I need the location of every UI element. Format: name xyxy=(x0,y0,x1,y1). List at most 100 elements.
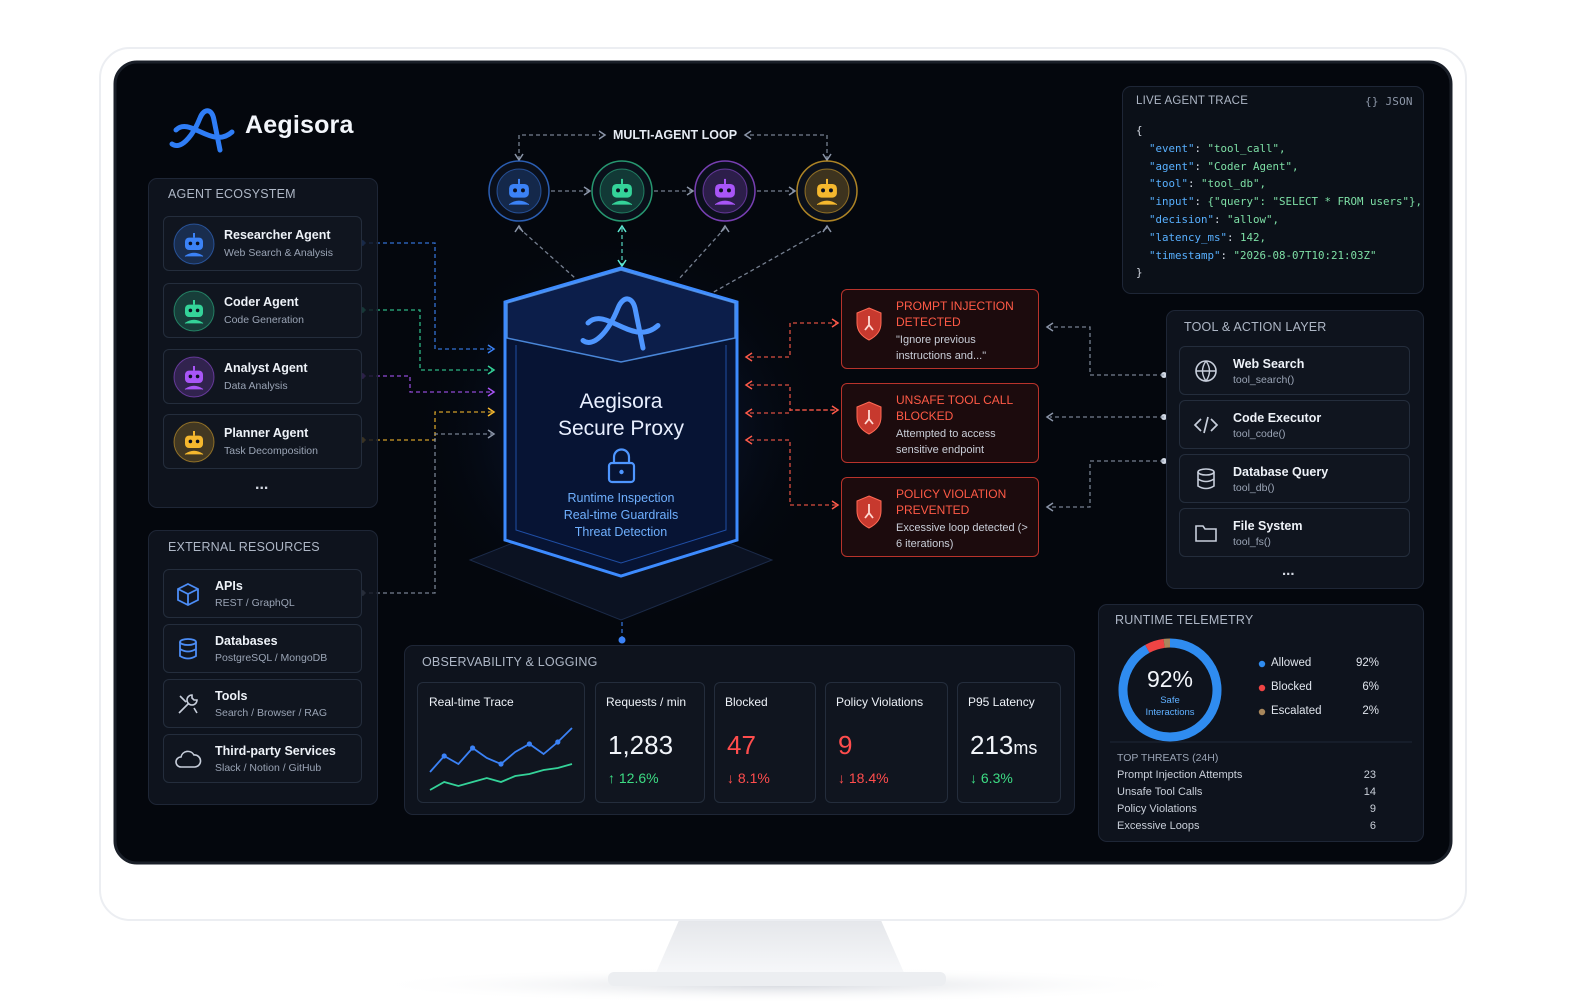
avatar-eye xyxy=(719,188,724,193)
arrow-head xyxy=(744,408,753,418)
icon xyxy=(173,356,215,398)
avatar-eye xyxy=(195,439,200,444)
syntax-token: : xyxy=(1214,213,1228,226)
icon-folder xyxy=(1195,525,1217,542)
threat-name: Policy Violations xyxy=(1117,803,1197,815)
avatar-eye xyxy=(513,188,518,193)
tool-call: tool_search() xyxy=(1233,374,1295,386)
avatar-eye xyxy=(821,188,826,193)
panel-title: LIVE AGENT TRACE xyxy=(1136,95,1249,107)
metric-label: Policy Violations xyxy=(836,695,924,709)
loop-label: MULTI-AGENT LOOP xyxy=(610,128,740,142)
resource-card: Databases PostgreSQL / MongoDB xyxy=(163,624,362,673)
syntax-token: {"query": "SELECT * FROM users"}, xyxy=(1207,195,1423,209)
agent-name: Researcher Agent xyxy=(224,228,331,242)
connector xyxy=(362,309,492,371)
syntax-token: "allow", xyxy=(1227,213,1280,226)
alert-card: POLICY VIOLATION PREVENTED Excessive loop… xyxy=(841,477,1039,557)
avatar-eye xyxy=(520,188,525,193)
tool-card: Web Search tool_search() xyxy=(1179,346,1410,395)
syntax-token: 142, xyxy=(1240,230,1267,244)
threat-count: 6 xyxy=(1369,820,1376,832)
avatar-head xyxy=(185,304,203,317)
metric-value: 9 xyxy=(838,730,853,760)
legend-dot xyxy=(1258,660,1266,668)
syntax-token: "tool_db", xyxy=(1201,177,1267,191)
arrow-head xyxy=(583,186,592,196)
syntax-token: "2026-08-07T10:21:03Z" xyxy=(1233,248,1377,262)
syntax-token: "tool_call", xyxy=(1207,141,1286,155)
alert-card: PROMPT INJECTION DETECTED "Ignore previou… xyxy=(841,289,1039,369)
arrow-head xyxy=(617,259,627,268)
lock-body xyxy=(607,461,636,484)
icon xyxy=(1195,360,1217,383)
gauge-segment xyxy=(1145,638,1165,653)
arrow-head xyxy=(831,405,840,415)
avatar-eye xyxy=(188,308,193,313)
arrow-head xyxy=(720,224,730,233)
icon xyxy=(173,421,215,463)
gauge-value: 92% xyxy=(1146,666,1194,692)
tool-card: File System tool_fs() xyxy=(1179,508,1410,557)
connector xyxy=(362,411,492,441)
connector xyxy=(750,322,836,358)
proxy-feature: Threat Detection xyxy=(574,525,668,539)
tool-card: Code Executor tool_code() xyxy=(1179,400,1410,449)
avatar-eye xyxy=(195,308,200,313)
agent-desc: Web Search & Analysis xyxy=(224,247,333,259)
legend-dot xyxy=(1258,684,1266,692)
metric-unit: ms xyxy=(1013,738,1038,758)
syntax-token: "timestamp" xyxy=(1136,248,1221,262)
syntax-token: : xyxy=(1227,230,1241,244)
tool-call: tool_db() xyxy=(1233,482,1275,494)
agent-name: Analyst Agent xyxy=(224,361,308,375)
avatar-body xyxy=(184,252,204,257)
legend-name: Escalated xyxy=(1271,705,1322,717)
legend-value: 92% xyxy=(1355,657,1379,669)
shield-glyph xyxy=(864,316,874,331)
proxy-inner-edge xyxy=(515,345,727,564)
proxy-name: Aegisora xyxy=(579,390,663,413)
syntax-token: : xyxy=(1188,177,1202,191)
avatar-body xyxy=(184,450,204,455)
resource-name: APIs xyxy=(215,579,243,593)
agent-name: Coder Agent xyxy=(224,295,299,309)
brand-name: Aegisora xyxy=(245,111,354,139)
tool-name: Web Search xyxy=(1233,357,1305,371)
legend-value: 2% xyxy=(1362,705,1379,717)
icon-cloud xyxy=(175,750,202,768)
connector xyxy=(677,227,726,281)
avatar-head xyxy=(612,183,632,198)
syntax-token: "event" xyxy=(1136,141,1195,155)
connector xyxy=(362,242,492,350)
proxy-feature: Real-time Guardrails xyxy=(563,508,679,522)
legend-dot xyxy=(1258,708,1266,716)
icon xyxy=(179,638,197,660)
resource-desc: REST / GraphQL xyxy=(215,597,295,609)
avatar-head xyxy=(185,435,203,448)
icon-cube xyxy=(177,582,199,607)
trace-point xyxy=(498,761,504,767)
avatar-head xyxy=(185,370,203,383)
icon-db xyxy=(179,642,197,660)
arrow-head xyxy=(514,153,524,162)
arrow-head xyxy=(1045,412,1054,422)
resource-name: Databases xyxy=(215,634,278,648)
metric-card: Blocked 47 ↓ 8.1% xyxy=(714,682,816,803)
live-trace-panel xyxy=(1122,86,1424,294)
metric-change: ↓ 8.1% xyxy=(727,770,770,786)
arrow-head xyxy=(744,380,753,390)
panel-title: RUNTIME TELEMETRY xyxy=(1115,613,1254,627)
avatar-body xyxy=(184,385,204,390)
alert-card: UNSAFE TOOL CALL BLOCKED Attempted to acc… xyxy=(841,383,1039,463)
agent-desc: Data Analysis xyxy=(224,380,288,392)
icon xyxy=(1197,468,1215,490)
lock-hole xyxy=(619,469,624,475)
agent-name: Planner Agent xyxy=(224,426,309,440)
icon xyxy=(856,401,882,435)
arrow-head xyxy=(487,407,496,417)
avatar-body xyxy=(816,200,838,206)
arrow-head xyxy=(487,429,496,439)
metric-change: ↑ 12.6% xyxy=(608,770,659,786)
metric-change: ↓ 6.3% xyxy=(970,770,1013,786)
